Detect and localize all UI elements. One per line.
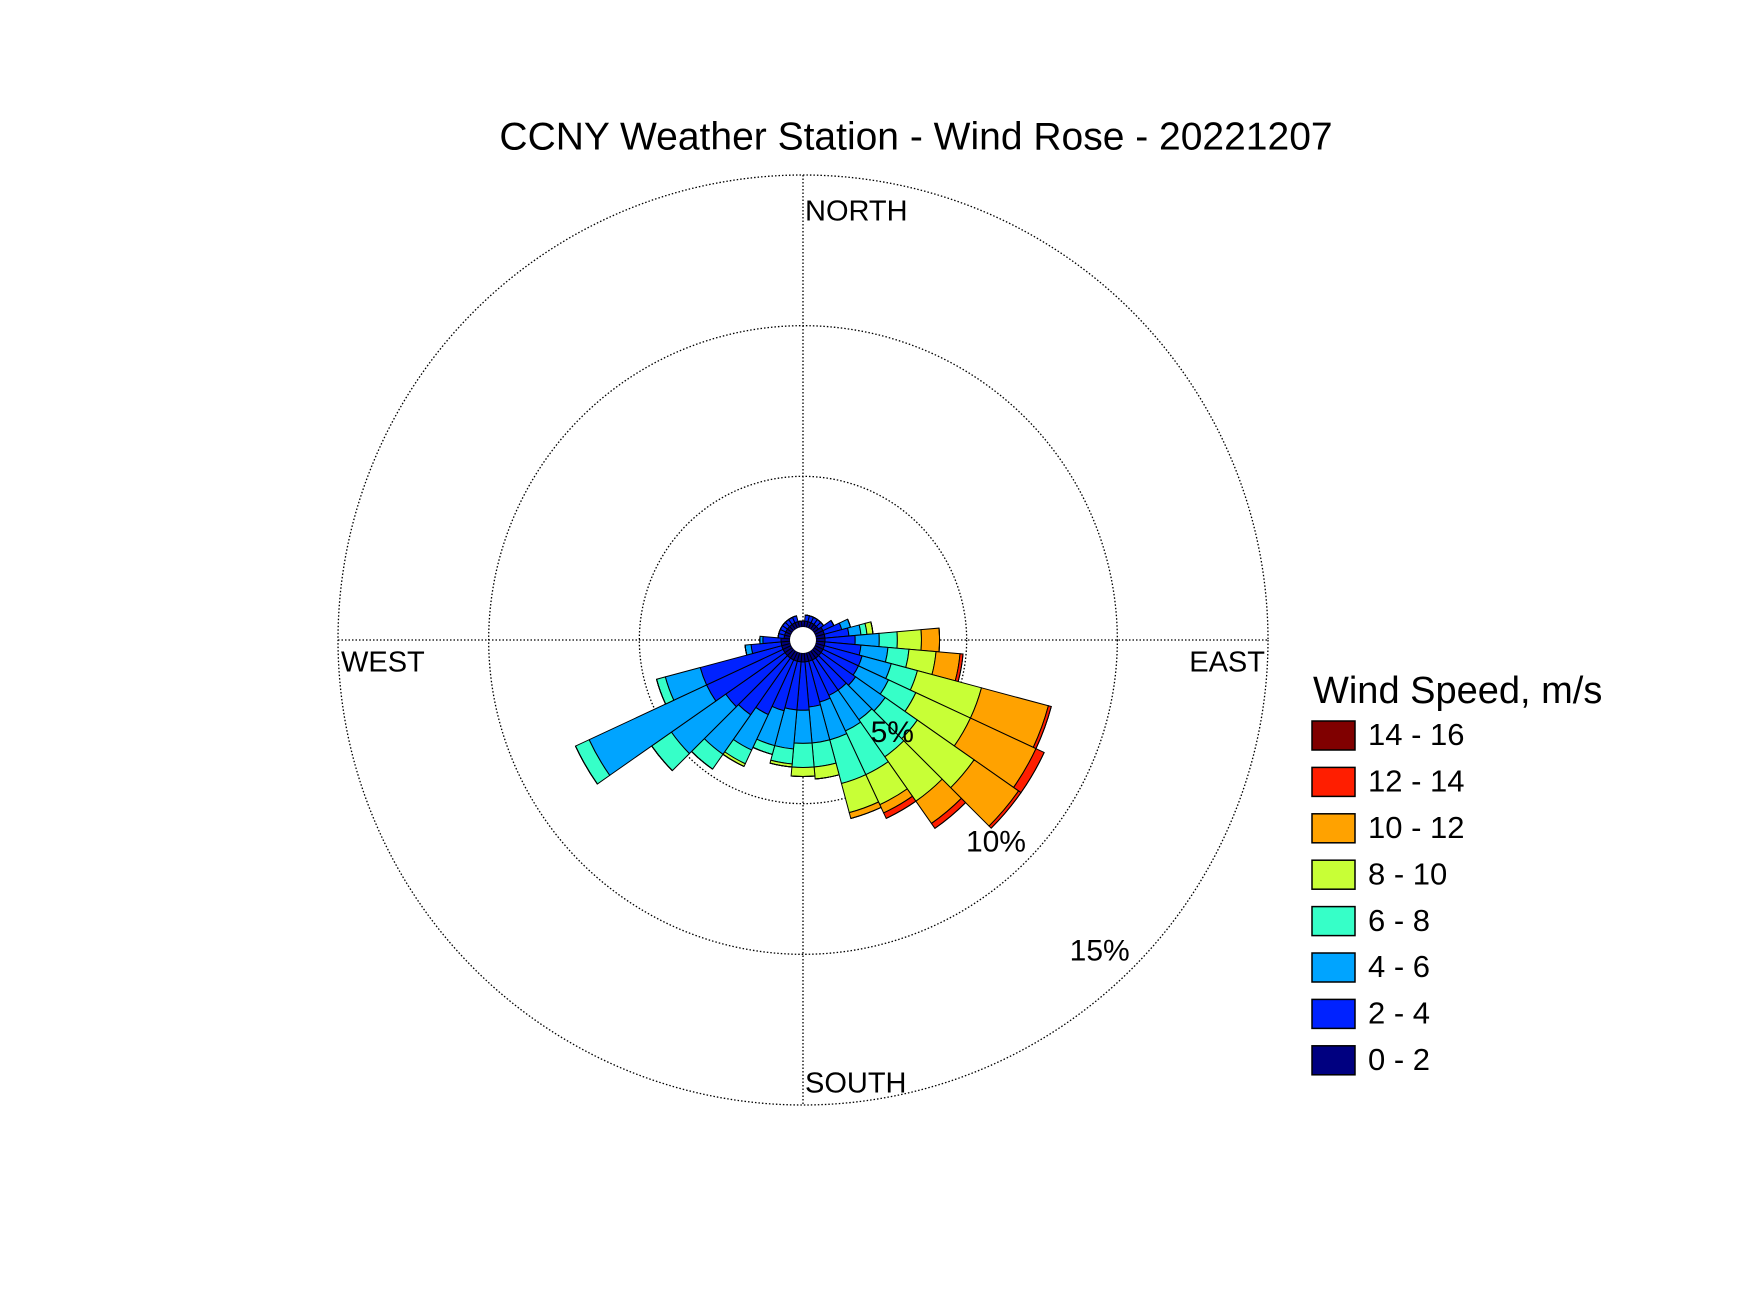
legend-swatch [1311, 720, 1356, 751]
legend-swatch [1311, 766, 1356, 798]
wedge-segment [896, 629, 922, 651]
chart-title: CCNY Weather Station - Wind Rose - 20221… [499, 115, 1332, 158]
legend-title: Wind Speed, m/s [1313, 670, 1602, 712]
legend-label: 10 - 12 [1368, 810, 1465, 845]
wedge-segment [938, 628, 941, 652]
wedge-segment [934, 802, 966, 829]
legend-label: 2 - 4 [1368, 996, 1430, 1031]
center-hole [790, 627, 816, 653]
legend-swatch [1311, 998, 1356, 1030]
legend-swatch [1311, 813, 1356, 844]
direction-label: EAST [1189, 647, 1265, 679]
r-tick-label: 5% [871, 716, 914, 749]
legend-swatch [1311, 952, 1356, 983]
legend-label: 8 - 10 [1368, 856, 1447, 891]
legend-label: 12 - 14 [1368, 764, 1465, 799]
wedge-segment [790, 766, 816, 778]
wedge-segment [791, 742, 815, 769]
legend-label: 4 - 6 [1368, 949, 1430, 984]
wedge-segment [878, 631, 898, 649]
wedge-segment [575, 745, 598, 785]
r-tick-label: 10% [966, 825, 1026, 858]
wedge-segment [990, 792, 1022, 829]
legend-swatch [1311, 859, 1356, 890]
legend-swatch [1311, 905, 1356, 937]
direction-label: WEST [341, 647, 425, 679]
wedge-segment [769, 762, 792, 768]
legend-label: 14 - 16 [1368, 717, 1465, 752]
wedge-segment [791, 775, 815, 778]
r-tick-label: 15% [1070, 935, 1130, 968]
direction-label: SOUTH [805, 1068, 907, 1100]
wedges [574, 614, 1052, 830]
legend-label: 0 - 2 [1368, 1042, 1430, 1077]
wedge-segment [797, 620, 802, 623]
wedge-segment [885, 800, 917, 819]
wedge-segment [920, 627, 941, 653]
legend-label: 6 - 8 [1368, 903, 1430, 938]
legend-swatch [1311, 1045, 1356, 1076]
direction-label: NORTH [805, 196, 908, 228]
